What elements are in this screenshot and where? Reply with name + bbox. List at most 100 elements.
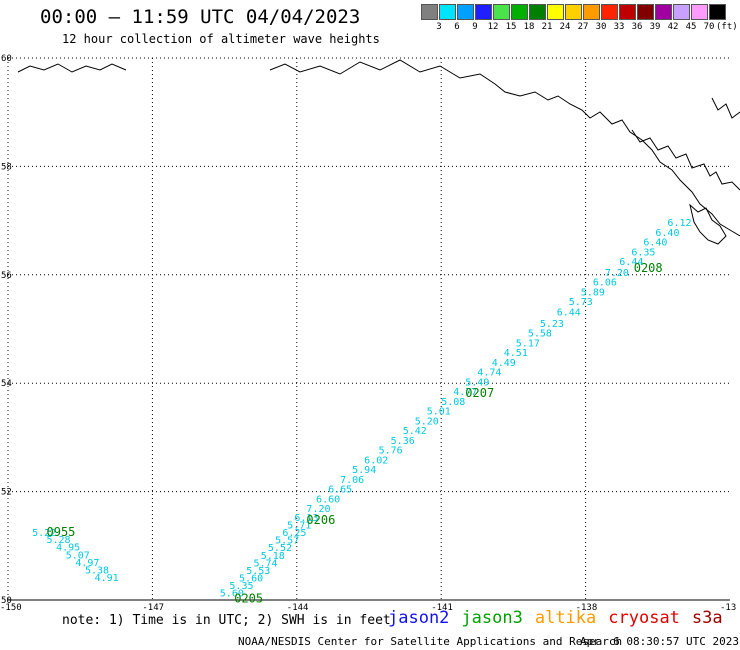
- color-swatch-label: 27: [577, 22, 589, 32]
- color-swatch-label: 12: [487, 22, 499, 32]
- color-swatch: [565, 4, 582, 20]
- swh-value: 6.65: [328, 485, 352, 496]
- swh-value: 5.28: [47, 535, 71, 546]
- swh-value: 4.95: [56, 543, 80, 554]
- swh-value: 5.94: [352, 465, 376, 476]
- swh-value: 5.76: [379, 446, 403, 457]
- swh-value: 5.42: [403, 426, 427, 437]
- coastline-north: [269, 59, 740, 237]
- color-legend-unit: (ft): [716, 22, 738, 32]
- coastline-northwest: [17, 63, 127, 73]
- lat-tick-label: 60: [1, 54, 12, 64]
- map-title: 00:00 – 11:59 UTC 04/04/2023: [40, 6, 361, 28]
- swh-value: 4.51: [504, 348, 528, 359]
- swh-value: 5.23: [540, 319, 564, 330]
- color-legend-labels: 3 6 9 12 15 18 21 24 27 30 33 36 39 42 45 70: [421, 22, 740, 36]
- swh-value: 5.07: [66, 550, 90, 561]
- color-swatch-label: 42: [667, 22, 679, 32]
- swh-value: 7.20: [306, 504, 330, 515]
- pass-time-label: 0206: [306, 513, 335, 527]
- lat-lon-grid: [7, 57, 730, 601]
- color-swatch-label: 3: [436, 22, 442, 32]
- swh-value: 6.40: [643, 238, 667, 249]
- footer-credit: NOAA/NESDIS Center for Satellite Applica…: [238, 635, 623, 648]
- swh-value: 6.44: [619, 257, 643, 268]
- swh-value: 4.49: [492, 358, 516, 369]
- lon-tick-label: -147: [142, 603, 164, 613]
- color-swatch-label: 45: [685, 22, 697, 32]
- swh-value: 5.73: [569, 297, 593, 308]
- color-legend: [421, 4, 727, 20]
- color-swatch: [511, 4, 528, 20]
- color-swatch: [583, 4, 600, 20]
- swh-value: 4.91: [95, 573, 119, 584]
- swh-value: 5.20: [415, 416, 439, 427]
- swh-value: 5.17: [516, 338, 540, 349]
- color-swatch-label: 30: [595, 22, 607, 32]
- swh-value: 5.52: [268, 543, 292, 554]
- lon-tick-label: -144: [287, 603, 309, 613]
- color-swatch: [529, 4, 546, 20]
- swh-value: 5.71: [287, 520, 311, 531]
- color-swatch-label: 36: [631, 22, 643, 32]
- pass-time-label: 0955: [47, 525, 76, 539]
- swh-value: 4.74: [477, 368, 501, 379]
- swh-observations: 5.225.284.955.074.975.384.91 5.605.355.60…: [32, 218, 691, 600]
- swh-value: 7.20: [605, 268, 629, 279]
- swh-value: 5.89: [581, 287, 605, 298]
- swh-value: 5.74: [253, 558, 277, 569]
- coastline: [17, 59, 740, 245]
- swh-value: 6.35: [631, 247, 655, 258]
- swh-value: 5.58: [528, 329, 552, 340]
- color-swatch-label: 9: [472, 22, 478, 32]
- swh-value: 4.77: [453, 387, 477, 398]
- footer-note: note: 1) Time is in UTC; 2) SWH is in fe…: [62, 613, 391, 628]
- satellite-name: cryosat: [608, 608, 680, 628]
- pass-time-label: 0207: [465, 386, 494, 400]
- color-swatch: [457, 4, 474, 20]
- satellite-name: s3a: [691, 608, 723, 628]
- color-swatch-label: 39: [649, 22, 661, 32]
- satellite-name: jason2: [388, 608, 450, 628]
- map-subtitle: 12 hour collection of altimeter wave hei…: [62, 32, 380, 46]
- color-swatch: [601, 4, 618, 20]
- pass-time-label: 0208: [634, 261, 663, 275]
- swh-value: 6.25: [282, 528, 306, 539]
- swh-value: 6.12: [667, 218, 691, 229]
- swh-value: 4.97: [75, 558, 99, 569]
- color-swatch-label: 70: [703, 22, 715, 32]
- swh-value: 5.60: [220, 589, 244, 600]
- axis-labels: -150 -147 -144 -141 -138 -13 50 52 54 56 58 60: [0, 54, 736, 613]
- lat-tick-label: 52: [1, 488, 12, 498]
- swh-value: 5.01: [427, 407, 451, 418]
- swh-value: 5.35: [229, 581, 253, 592]
- color-swatch: [637, 4, 654, 20]
- color-swatch: [439, 4, 456, 20]
- swh-value: 5.08: [441, 397, 465, 408]
- color-swatch-label: 21: [541, 22, 553, 32]
- swh-value: 7.06: [340, 475, 364, 486]
- satellite-name: altika: [534, 608, 597, 628]
- swh-value: 6.60: [316, 494, 340, 505]
- coastline-islands: [689, 203, 727, 245]
- color-swatch: [709, 4, 726, 20]
- color-swatch: [619, 4, 636, 20]
- coastline-inlets: [711, 97, 740, 119]
- swh-value: 5.38: [85, 565, 109, 576]
- swh-value: 6.06: [593, 278, 617, 289]
- color-swatch-label: 15: [505, 22, 517, 32]
- color-swatch: [691, 4, 708, 20]
- coastline-east: [631, 129, 740, 191]
- footer-date: Apr 6 08:30:57 UTC 2023: [580, 635, 739, 648]
- satellite-name: jason3: [461, 608, 523, 628]
- color-swatch: [493, 4, 510, 20]
- color-swatch-label: 24: [559, 22, 571, 32]
- swh-value: 6.02: [364, 455, 388, 466]
- color-swatch-label: 6: [454, 22, 460, 32]
- lon-tick-label: -13: [720, 603, 736, 613]
- color-swatch: [655, 4, 672, 20]
- swh-value: 6.13: [294, 513, 318, 524]
- color-swatch: [673, 4, 690, 20]
- color-swatch-label: 18: [523, 22, 535, 32]
